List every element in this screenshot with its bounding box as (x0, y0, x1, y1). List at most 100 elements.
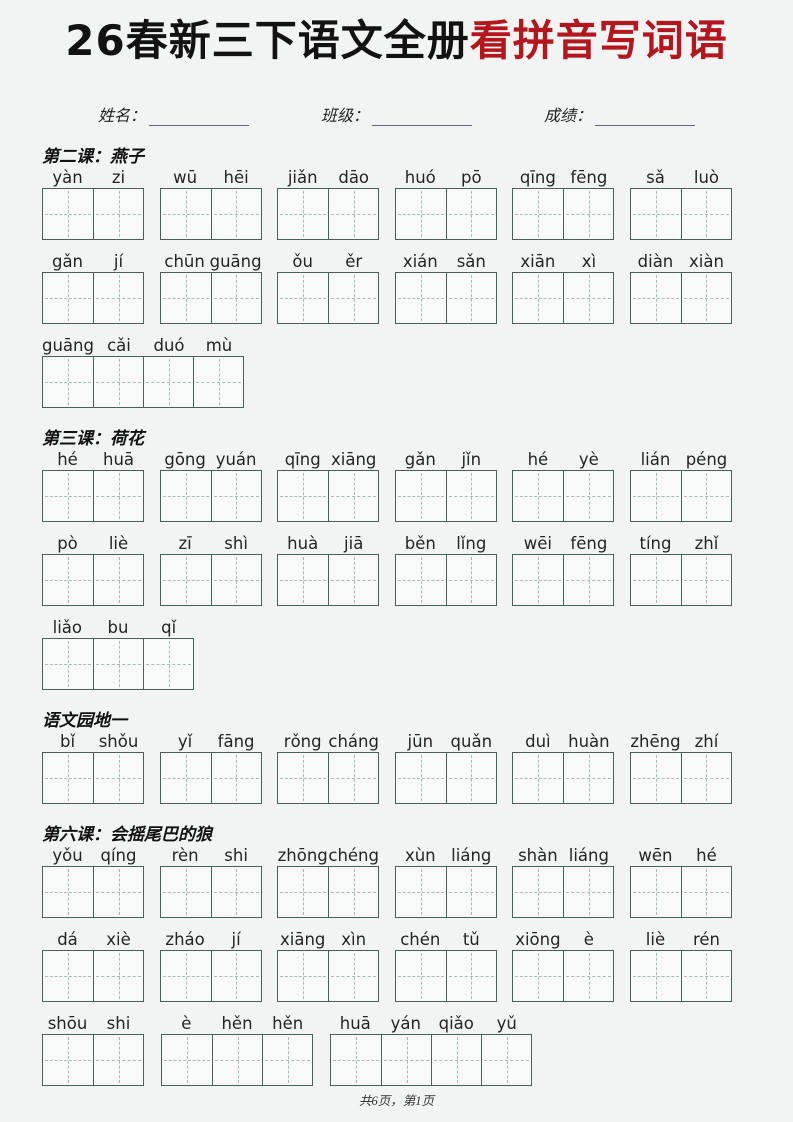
writing-cell[interactable] (328, 273, 378, 323)
writing-cell[interactable] (563, 951, 613, 1001)
writing-cell[interactable] (563, 555, 613, 605)
writing-cell[interactable] (328, 951, 378, 1001)
writing-cell[interactable] (278, 867, 328, 917)
writing-cell[interactable] (396, 753, 446, 803)
writing-cell[interactable] (161, 753, 211, 803)
writing-cell[interactable] (43, 1035, 93, 1085)
writing-cell[interactable] (563, 189, 613, 239)
writing-cell[interactable] (328, 189, 378, 239)
writing-cell[interactable] (161, 189, 211, 239)
writing-cell[interactable] (631, 273, 681, 323)
writing-cell[interactable] (210, 867, 261, 917)
writing-cell[interactable] (328, 867, 378, 917)
writing-cell[interactable] (513, 951, 563, 1001)
writing-cell[interactable] (278, 753, 328, 803)
writing-cell[interactable] (193, 357, 243, 407)
writing-cell[interactable] (445, 471, 496, 521)
writing-cell[interactable] (396, 867, 446, 917)
writing-cell[interactable] (210, 555, 261, 605)
writing-cell[interactable] (161, 951, 211, 1001)
writing-cell[interactable] (93, 951, 143, 1001)
writing-cell[interactable] (631, 951, 681, 1001)
writing-cell[interactable] (161, 555, 211, 605)
name-blank[interactable] (148, 110, 249, 126)
writing-cell[interactable] (631, 471, 681, 521)
writing-cell[interactable] (43, 189, 93, 239)
writing-cell[interactable] (328, 471, 378, 521)
writing-cell[interactable] (93, 753, 143, 803)
writing-cell[interactable] (396, 951, 446, 1001)
writing-cell[interactable] (93, 189, 143, 239)
writing-cell[interactable] (278, 555, 328, 605)
writing-cell[interactable] (210, 951, 261, 1001)
writing-cell[interactable] (513, 189, 563, 239)
writing-cell[interactable] (43, 555, 93, 605)
writing-cell[interactable] (161, 471, 211, 521)
writing-cell[interactable] (161, 273, 211, 323)
writing-cell[interactable] (563, 273, 613, 323)
writing-cell[interactable] (328, 555, 378, 605)
writing-cell[interactable] (445, 555, 496, 605)
writing-cell[interactable] (43, 357, 93, 407)
writing-cell[interactable] (513, 273, 563, 323)
writing-cell[interactable] (43, 753, 93, 803)
writing-cell[interactable] (680, 189, 731, 239)
writing-cell[interactable] (445, 867, 496, 917)
writing-cell[interactable] (93, 1035, 143, 1085)
writing-cell[interactable] (563, 471, 613, 521)
writing-cell[interactable] (396, 471, 446, 521)
writing-cell[interactable] (212, 1035, 262, 1085)
writing-cell[interactable] (93, 471, 143, 521)
writing-cell[interactable] (431, 1035, 481, 1085)
writing-cell[interactable] (210, 189, 261, 239)
writing-cell[interactable] (210, 753, 261, 803)
writing-cell[interactable] (278, 189, 328, 239)
writing-cell[interactable] (278, 471, 328, 521)
writing-cell[interactable] (93, 357, 143, 407)
writing-cell[interactable] (631, 555, 681, 605)
writing-cell[interactable] (631, 753, 681, 803)
writing-cell[interactable] (331, 1035, 381, 1085)
writing-cell[interactable] (162, 1035, 212, 1085)
writing-cell[interactable] (278, 951, 328, 1001)
writing-cell[interactable] (513, 471, 563, 521)
writing-cell[interactable] (328, 753, 378, 803)
writing-cell[interactable] (680, 273, 731, 323)
writing-cell[interactable] (93, 273, 143, 323)
writing-cell[interactable] (396, 555, 446, 605)
writing-cell[interactable] (563, 867, 613, 917)
writing-cell[interactable] (445, 951, 496, 1001)
writing-cell[interactable] (381, 1035, 431, 1085)
writing-cell[interactable] (43, 471, 93, 521)
writing-cell[interactable] (445, 273, 496, 323)
writing-cell[interactable] (513, 867, 563, 917)
writing-cell[interactable] (631, 867, 681, 917)
writing-cell[interactable] (143, 639, 193, 689)
writing-cell[interactable] (93, 555, 143, 605)
writing-cell[interactable] (396, 273, 446, 323)
score-blank[interactable] (595, 110, 696, 126)
writing-cell[interactable] (513, 555, 563, 605)
writing-cell[interactable] (43, 951, 93, 1001)
writing-cell[interactable] (513, 753, 563, 803)
writing-cell[interactable] (563, 753, 613, 803)
writing-cell[interactable] (93, 639, 143, 689)
writing-cell[interactable] (43, 273, 93, 323)
writing-cell[interactable] (210, 273, 261, 323)
writing-cell[interactable] (680, 867, 731, 917)
writing-cell[interactable] (445, 753, 496, 803)
writing-cell[interactable] (396, 189, 446, 239)
writing-cell[interactable] (161, 867, 211, 917)
writing-cell[interactable] (680, 471, 731, 521)
writing-cell[interactable] (680, 951, 731, 1001)
writing-cell[interactable] (631, 189, 681, 239)
writing-cell[interactable] (210, 471, 261, 521)
writing-cell[interactable] (93, 867, 143, 917)
writing-cell[interactable] (680, 753, 731, 803)
writing-cell[interactable] (262, 1035, 312, 1085)
writing-cell[interactable] (43, 639, 93, 689)
writing-cell[interactable] (481, 1035, 531, 1085)
writing-cell[interactable] (143, 357, 193, 407)
writing-cell[interactable] (43, 867, 93, 917)
class-blank[interactable] (372, 110, 472, 126)
